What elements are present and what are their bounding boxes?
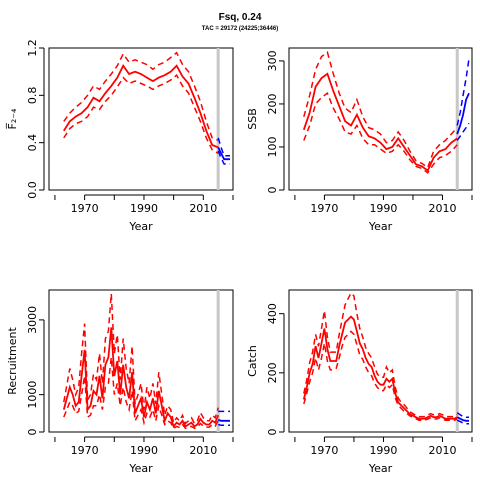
f-panel: 1970 1990 2010 Year 0.0 0.4 0.8 1.2 F̅₂₋₄: [6, 39, 234, 233]
catch-projection-lower-series: [456, 419, 469, 425]
recruitment-x-axis-label: Year: [128, 462, 153, 475]
catch-history-median-series: [302, 315, 458, 420]
f-history-lower-series: [63, 74, 219, 154]
recruitment-y-axis-label: Recruitment: [6, 327, 19, 395]
ssb-y-tick-label: 300: [266, 50, 279, 71]
ssb-history-median-series: [302, 72, 458, 172]
recruitment-y-tick-label: 0: [26, 429, 39, 436]
f-x-tick-label: 1990: [130, 202, 158, 215]
ssb-history-upper-series: [303, 51, 458, 169]
ssb-x-tick-label: 1970: [310, 202, 338, 215]
recruitment-plot-box: [48, 289, 234, 433]
catch-panel: 1970 1990 2010 Year 0 200 400 Catch: [246, 289, 473, 475]
recruitment-y-tick-label: 1000: [26, 381, 39, 409]
recruitment-history-lower-series: [63, 357, 219, 430]
recruitment-x-tick-label: 2010: [189, 444, 217, 457]
recruitment-x-tick-label: 1990: [130, 444, 158, 457]
catch-x-tick-label: 1970: [310, 444, 338, 457]
ssb-y-axis-label: SSB: [246, 108, 259, 130]
ssb-panel: 1970 1990 2010 Year 0 100 200 300 SSB: [246, 47, 473, 233]
recruitment-projection-lower-series: [218, 423, 230, 427]
catch-history-upper-series: [303, 291, 458, 418]
catch-x-axis-label: Year: [368, 462, 393, 475]
f-plot-box: [48, 47, 234, 191]
catch-plot-box: [288, 289, 473, 433]
f-y-axis-label: F̅₂₋₄: [6, 108, 19, 130]
catch-projection-upper-series: [456, 412, 469, 418]
recruitment-x-tick-label: 1970: [71, 444, 99, 457]
ssb-projection-median-series: [456, 92, 470, 135]
catch-projection-median-series: [456, 416, 469, 422]
catch-x-tick-label: 1990: [369, 444, 397, 457]
ssb-plot-box: [288, 47, 473, 191]
ssb-y-tick-label: 100: [266, 136, 279, 157]
recruitment-projection-median-series: [217, 418, 230, 422]
ssb-y-tick-label: 200: [266, 93, 279, 114]
ssb-y-tick-label: 0: [266, 187, 279, 194]
recruitment-history-median-series: [62, 327, 220, 429]
figure-title: Fsq, 0.24: [219, 12, 262, 23]
f-history-upper-series: [63, 51, 219, 141]
catch-y-tick-label: 0: [266, 429, 279, 436]
f-y-tick-label: 0.4: [26, 134, 39, 152]
catch-x-tick-label: 2010: [428, 444, 456, 457]
ssb-x-tick-label: 2010: [428, 202, 456, 215]
f-x-tick-label: 1970: [71, 202, 99, 215]
f-x-axis-label: Year: [128, 220, 153, 233]
catch-y-tick-label: 200: [266, 362, 279, 383]
f-projection-median-series: [217, 147, 230, 161]
figure-subtitle: TAC = 29172 (24225;36446): [202, 26, 278, 32]
catch-y-axis-label: Catch: [246, 345, 259, 377]
catch-y-tick-label: 400: [266, 303, 279, 324]
f-y-tick-label: 0.0: [26, 181, 39, 199]
f-y-tick-label: 0.8: [26, 87, 39, 105]
recruitment-history-upper-series: [63, 293, 219, 425]
catch-history-lower-series: [303, 330, 458, 421]
f-history-median-series: [63, 63, 219, 149]
recruitment-panel: 1970 1990 2010 Year 0 1000 3000 Recruitment: [6, 289, 234, 475]
ssb-projection-upper-series: [456, 58, 470, 126]
f-projection-lower-series: [217, 150, 230, 165]
f-projection-upper-series: [217, 137, 230, 157]
f-y-tick-label: 1.2: [26, 39, 39, 57]
ssb-history-lower-series: [303, 92, 458, 174]
ssb-x-axis-label: Year: [368, 220, 393, 233]
f-x-tick-label: 2010: [189, 202, 217, 215]
recruitment-y-tick-label: 3000: [26, 306, 39, 334]
ssb-x-tick-label: 1990: [369, 202, 397, 215]
ssb-projection-lower-series: [456, 122, 470, 141]
